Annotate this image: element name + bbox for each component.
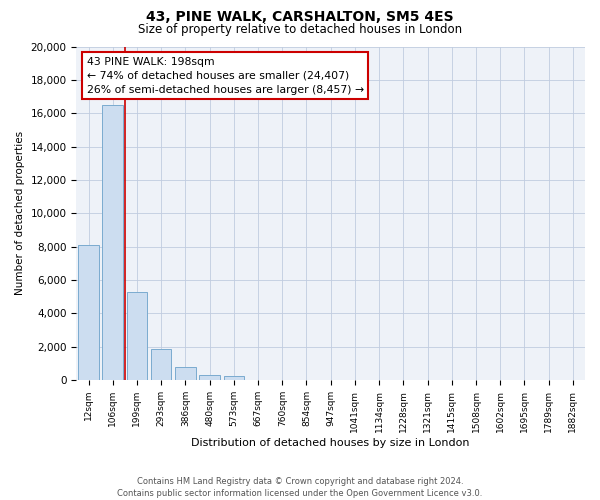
Bar	[103, 105, 123, 380]
Text: 43 PINE WALK: 198sqm
← 74% of detached houses are smaller (24,407)
26% of semi-d: 43 PINE WALK: 198sqm ← 74% of detached h…	[86, 56, 364, 94]
Bar	[224, 376, 244, 380]
Text: Contains HM Land Registry data © Crown copyright and database right 2024.
Contai: Contains HM Land Registry data © Crown c…	[118, 476, 482, 498]
Text: 43, PINE WALK, CARSHALTON, SM5 4ES: 43, PINE WALK, CARSHALTON, SM5 4ES	[146, 10, 454, 24]
Y-axis label: Number of detached properties: Number of detached properties	[15, 131, 25, 296]
Bar	[78, 245, 99, 380]
Bar	[175, 367, 196, 380]
Bar	[151, 349, 172, 380]
X-axis label: Distribution of detached houses by size in London: Distribution of detached houses by size …	[191, 438, 470, 448]
Bar	[127, 292, 147, 380]
Bar	[199, 376, 220, 380]
Text: Size of property relative to detached houses in London: Size of property relative to detached ho…	[138, 22, 462, 36]
